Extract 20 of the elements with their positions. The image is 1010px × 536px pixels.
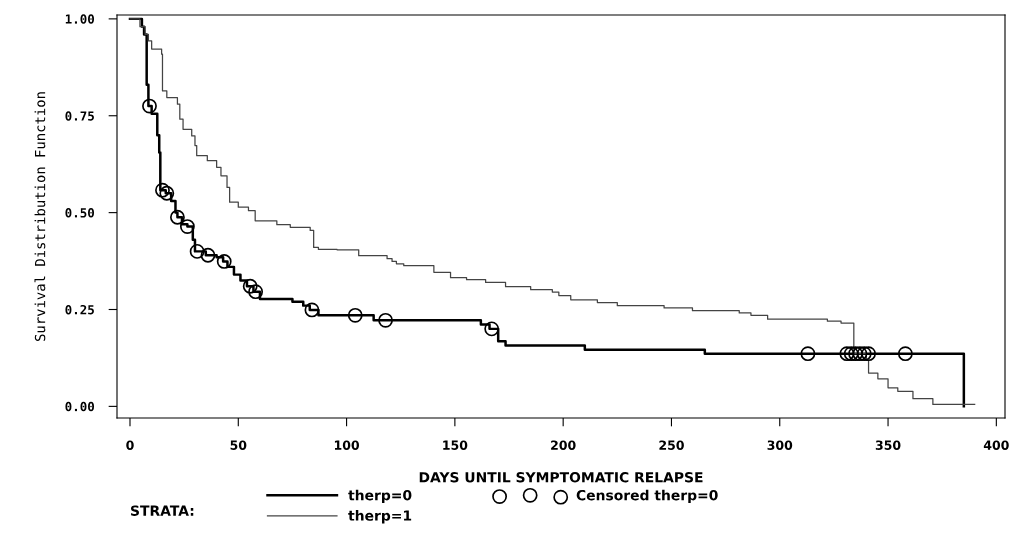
- y-tick-label: 0.50: [65, 208, 95, 218]
- x-tick-label: 200: [551, 440, 576, 450]
- y-tick-label: 0.25: [65, 304, 94, 315]
- x-axis-title: DAYS UNTIL SYMPTOMATIC RELAPSE: [419, 472, 703, 483]
- x-tick-label: 50: [230, 440, 247, 450]
- legend-label: therp=0: [348, 489, 412, 504]
- x-tick-label: 250: [659, 440, 684, 450]
- y-axis-title: Survival Distribution Function: [34, 92, 46, 341]
- x-tick-label: 0: [126, 440, 134, 450]
- x-tick-label: 150: [443, 440, 468, 450]
- x-tick-label: 300: [767, 440, 793, 450]
- x-tick-label: 350: [875, 440, 901, 450]
- x-tick-label: 400: [983, 440, 1009, 450]
- y-tick-label: 0.75: [65, 111, 94, 121]
- y-tick-label: 0.00: [65, 401, 95, 412]
- y-tick-label: 1.00: [65, 14, 95, 24]
- legend-title: STRATA:: [131, 505, 194, 516]
- legend-label: Censored therp=0: [576, 489, 718, 504]
- x-tick-label: 100: [334, 440, 360, 450]
- legend-label: therp=1: [348, 510, 412, 524]
